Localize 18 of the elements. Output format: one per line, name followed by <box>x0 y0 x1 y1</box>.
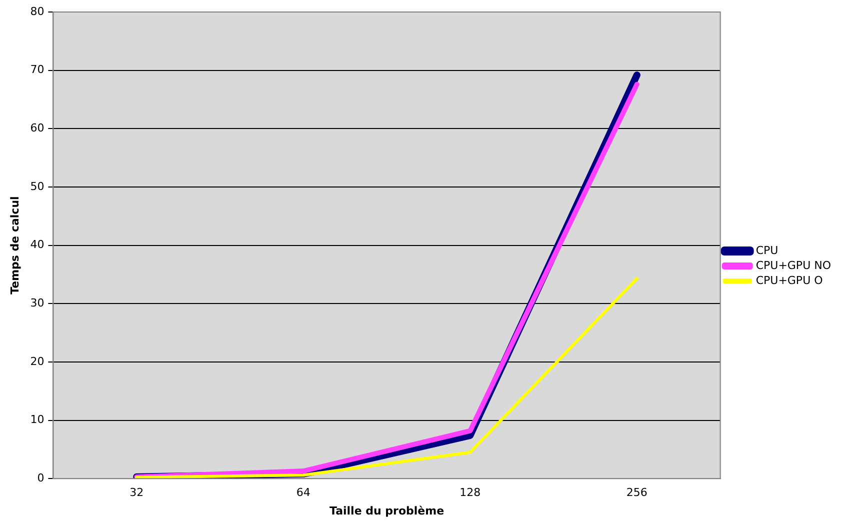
x-tick-label: 256 <box>626 486 648 500</box>
legend-label: CPU+GPU O <box>756 274 824 287</box>
y-tick-label: 20 <box>30 354 44 368</box>
legend-label: CPU <box>756 244 778 257</box>
y-tick-label: 0 <box>37 471 44 484</box>
x-tick-label: 32 <box>130 486 144 500</box>
legend-label: CPU+GPU NO <box>756 258 832 272</box>
y-tick-label: 30 <box>30 296 44 310</box>
y-tick-label: 80 <box>30 4 44 18</box>
x-tick-label: 64 <box>296 486 310 500</box>
y-axis-title: Temps de calcul <box>8 196 22 294</box>
y-tick-label: 60 <box>30 122 44 135</box>
x-tick-label: 128 <box>460 486 481 500</box>
y-tick-label: 10 <box>30 413 44 426</box>
y-tick-label: 70 <box>30 63 44 76</box>
y-tick-label: 50 <box>30 180 44 193</box>
x-axis-title: Taille du problème <box>329 504 444 518</box>
y-tick-label: 40 <box>30 238 44 252</box>
